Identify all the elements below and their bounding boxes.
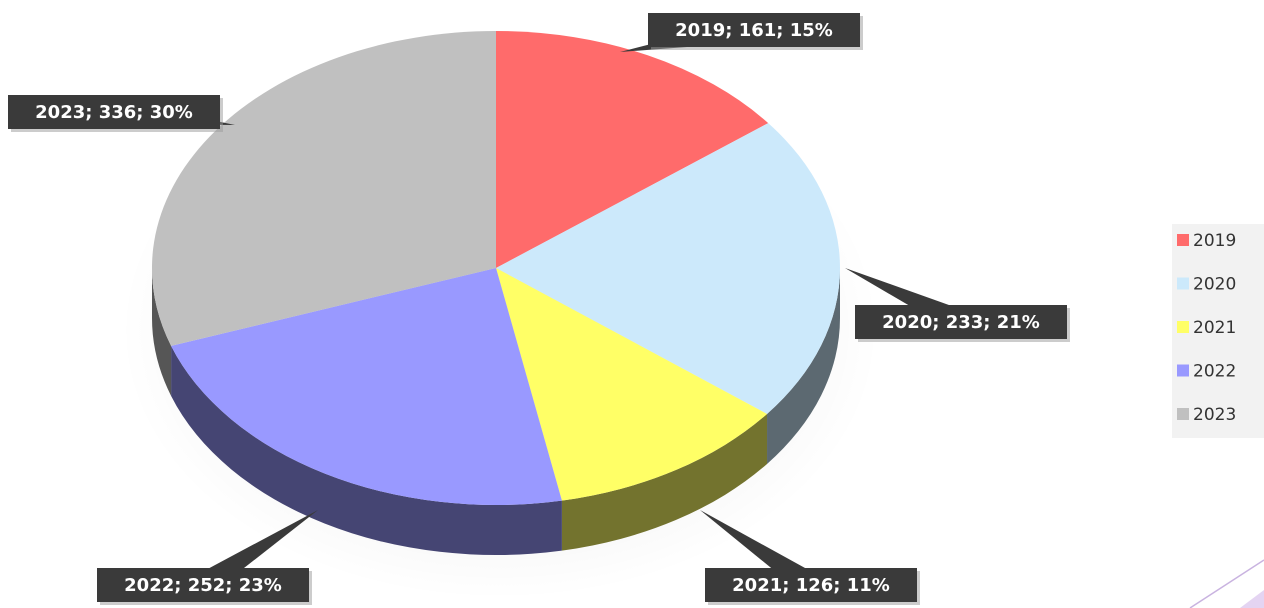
slice-side: [561, 413, 768, 551]
slice: [171, 268, 562, 505]
decoration: [1189, 559, 1264, 608]
legend-label: 2023: [1193, 405, 1236, 425]
legend-swatch: [1177, 364, 1189, 377]
legend-swatch: [1177, 408, 1189, 420]
data-label: 2022; 252; 23%: [97, 510, 318, 605]
legend-swatch: [1177, 321, 1189, 333]
data-label: 2021; 126; 11%: [700, 510, 920, 605]
label-box: [855, 305, 1067, 339]
slice: [496, 268, 768, 501]
legend-swatch: [1177, 277, 1189, 290]
data-label: 2019; 161; 15%: [620, 13, 863, 52]
slice-side: [767, 268, 840, 464]
data-label-text: 2022; 252; 23%: [124, 575, 282, 596]
label-box: [8, 95, 220, 129]
data-label-text: 2023; 336; 30%: [35, 102, 193, 123]
data-label: 2020; 233; 21%: [845, 268, 1070, 342]
legend-label: 2021: [1193, 318, 1236, 338]
data-label-text: 2021; 126; 11%: [732, 575, 890, 596]
decoration: [1240, 590, 1264, 608]
legend-label: 2020: [1193, 275, 1236, 295]
legend-swatch: [1177, 234, 1189, 246]
label-box: [648, 13, 860, 47]
slice-side: [171, 345, 562, 555]
data-label-text: 2019; 161; 15%: [675, 20, 833, 41]
slice: [496, 31, 769, 268]
data-label-text: 2020; 233; 21%: [882, 312, 1040, 333]
legend-label: 2022: [1193, 362, 1236, 382]
legend-label: 2019: [1193, 231, 1236, 251]
slice: [152, 31, 496, 346]
slice: [496, 123, 840, 414]
slice-side: [152, 268, 172, 396]
data-label: 2023; 336; 30%: [8, 95, 235, 132]
label-box: [705, 568, 917, 602]
label-box: [97, 568, 309, 602]
